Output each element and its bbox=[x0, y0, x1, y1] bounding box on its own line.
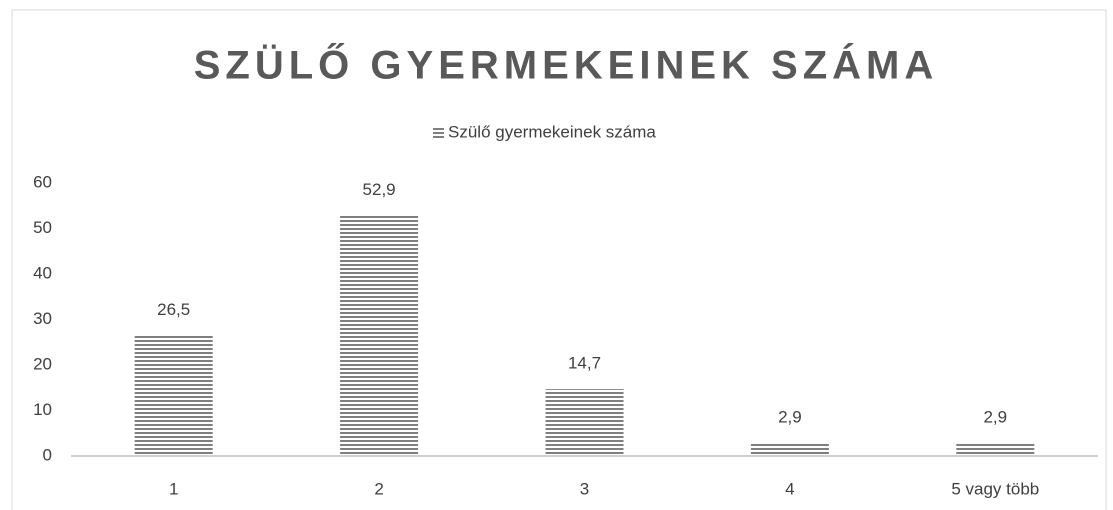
x-tick-label: 2 bbox=[374, 479, 383, 498]
bar bbox=[134, 335, 213, 456]
data-label: 26,5 bbox=[157, 300, 190, 319]
x-tick-label: 1 bbox=[169, 479, 178, 498]
y-tick-label: 10 bbox=[33, 400, 52, 419]
chart-title: SZÜLŐ GYERMEKEINEK SZÁMA bbox=[194, 42, 938, 88]
legend-swatch bbox=[433, 127, 444, 138]
bar bbox=[340, 215, 419, 456]
data-label: 14,7 bbox=[568, 354, 601, 373]
y-tick-label: 60 bbox=[33, 172, 52, 191]
y-tick-label: 50 bbox=[33, 218, 52, 237]
legend-label: Szülő gyermekeinek száma bbox=[448, 122, 656, 141]
y-tick-label: 0 bbox=[43, 445, 52, 464]
chart-border bbox=[11, 9, 1107, 510]
x-tick-label: 3 bbox=[580, 479, 589, 498]
y-tick-label: 20 bbox=[33, 354, 52, 373]
bar bbox=[956, 442, 1035, 456]
bar bbox=[545, 389, 624, 456]
x-tick-label: 5 vagy több bbox=[951, 479, 1039, 498]
data-label: 2,9 bbox=[778, 407, 802, 426]
y-tick-label: 40 bbox=[33, 263, 52, 282]
x-tick-label: 4 bbox=[785, 479, 794, 498]
y-tick-label: 30 bbox=[33, 309, 52, 328]
data-label: 2,9 bbox=[983, 407, 1007, 426]
bar bbox=[750, 442, 829, 456]
data-label: 52,9 bbox=[363, 180, 396, 199]
